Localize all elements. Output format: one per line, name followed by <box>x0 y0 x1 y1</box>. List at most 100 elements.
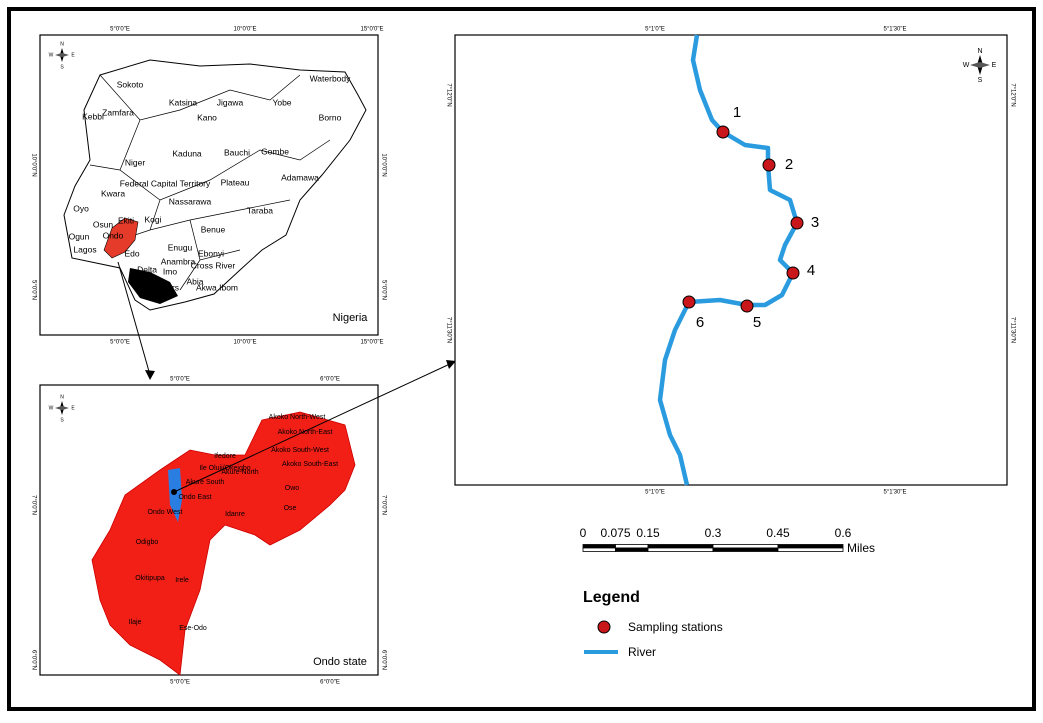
station-label: 2 <box>785 156 793 173</box>
latitude-label: 5°0'0"N <box>380 280 386 300</box>
longitude-label: 5°1'30"E <box>883 490 906 496</box>
ondo-highlight <box>103 217 139 259</box>
state-label: Delta <box>137 264 157 274</box>
state-label: Kwara <box>101 188 125 198</box>
station-label: 1 <box>733 104 741 121</box>
compass <box>55 52 69 58</box>
scale-segment <box>712 544 779 549</box>
lga-label: Owo <box>285 485 300 492</box>
scale-tick-label: 0.15 <box>636 526 660 540</box>
state-label: Cross River <box>191 260 236 270</box>
compass-letter: W <box>49 52 54 58</box>
state-label: Lagos <box>73 244 96 254</box>
latitude-label: 7°0'0"N <box>380 495 386 515</box>
sampling-station <box>762 158 776 172</box>
state-label: Kano <box>197 112 217 122</box>
longitude-label: 6°0'0"E <box>320 680 340 686</box>
compass-letter: N <box>60 394 64 400</box>
scale-segment <box>777 547 844 552</box>
state-label: Oyo <box>73 203 89 213</box>
ondo-state <box>91 411 356 676</box>
lga-label: Ese-Odo <box>179 625 207 632</box>
longitude-label: 10°0'0"E <box>233 27 256 33</box>
lga-label: Ilaje <box>129 619 142 626</box>
longitude-label: 5°0'0"E <box>110 340 130 346</box>
nigeria-outline <box>63 59 367 311</box>
compass-letter: N <box>977 48 982 55</box>
study-area <box>168 468 182 522</box>
longitude-label: 5°0'0"E <box>110 27 130 33</box>
latitude-label: 7°11'30"N <box>1009 317 1015 343</box>
longitude-label: 5°1'0"E <box>645 490 665 496</box>
state-label: Akwa Ibom <box>196 282 238 292</box>
state-label: Federal Capital Territory <box>120 178 211 188</box>
scale-segment <box>712 547 779 552</box>
compass-letter: E <box>71 405 75 411</box>
compass <box>970 62 990 68</box>
lga-label: Ose <box>284 505 297 512</box>
longitude-label: 5°0'0"E <box>170 377 190 383</box>
longitude-label: 5°1'0"E <box>645 27 665 33</box>
lga-label: Odigbo <box>136 539 159 546</box>
scale-segment <box>615 544 649 549</box>
sampling-station <box>786 266 800 280</box>
lga-label: Akure North <box>221 469 258 476</box>
longitude-label: 10°0'0"E <box>233 340 256 346</box>
delta-area <box>128 268 178 304</box>
lga-label: Akoko North-West <box>269 414 326 421</box>
station-label: 4 <box>807 262 815 279</box>
compass-letter: W <box>963 62 970 69</box>
compass-letter: S <box>978 77 983 84</box>
state-label: Jigawa <box>217 97 244 107</box>
scale-segment <box>615 547 649 552</box>
state-label: Enugu <box>168 242 193 252</box>
compass-letter: S <box>60 64 64 70</box>
lga-label: Okitipupa <box>135 575 165 582</box>
state-label: Nassarawa <box>169 196 212 206</box>
compass-letter: N <box>60 41 64 47</box>
state-borders <box>89 74 331 291</box>
panel-title: Ondo state <box>313 656 367 668</box>
lga-label: Ifedore <box>214 453 236 460</box>
lga-label: Akoko South-West <box>271 447 329 454</box>
state-label: Waterbody <box>310 73 352 83</box>
compass-letter: W <box>49 405 54 411</box>
state-label: Gombe <box>261 146 289 156</box>
state-label: Bayelsa <box>138 288 169 298</box>
state-label: Benue <box>201 224 226 234</box>
state-label: Borno <box>319 112 342 122</box>
compass-letter: E <box>992 62 997 69</box>
state-label: Ekiti <box>118 215 134 225</box>
scale-tick-label: 0.6 <box>835 526 852 540</box>
station-label: 5 <box>753 314 761 331</box>
compass-letter: E <box>71 52 75 58</box>
legend-label: River <box>628 645 656 659</box>
legend-title: Legend <box>583 589 640 606</box>
latitude-label: 7°11'30"N <box>445 317 451 343</box>
state-label: Edo <box>124 248 139 258</box>
latitude-label: 10°0'0"N <box>30 153 36 176</box>
scale-segment <box>582 544 616 549</box>
state-label: Plateau <box>221 177 250 187</box>
scale-tick-label: 0 <box>580 526 587 540</box>
state-label: Yobe <box>272 97 291 107</box>
state-label: Ebonyi <box>198 248 224 258</box>
longitude-label: 6°0'0"E <box>320 377 340 383</box>
study-panel <box>454 34 1008 486</box>
latitude-label: 7°12'0"N <box>445 83 451 106</box>
station-label: 3 <box>811 214 819 231</box>
scale-tick-label: 0.45 <box>766 526 790 540</box>
sampling-station <box>682 295 696 309</box>
state-label: Bauchi <box>224 147 250 157</box>
station-label: 6 <box>696 314 704 331</box>
state-label: Anambra <box>161 256 196 266</box>
latitude-label: 10°0'0"N <box>380 153 386 176</box>
scale-tick-label: 0.3 <box>705 526 722 540</box>
latitude-label: 6°0'0"N <box>30 650 36 670</box>
state-label: Katsina <box>169 97 198 107</box>
latitude-label: 7°12'0"N <box>1009 83 1015 106</box>
lga-label: Ondo West <box>148 509 183 516</box>
lga-label: Akure South <box>186 479 225 486</box>
arrowhead <box>446 360 456 369</box>
lga-label: Ondo East <box>178 494 211 501</box>
